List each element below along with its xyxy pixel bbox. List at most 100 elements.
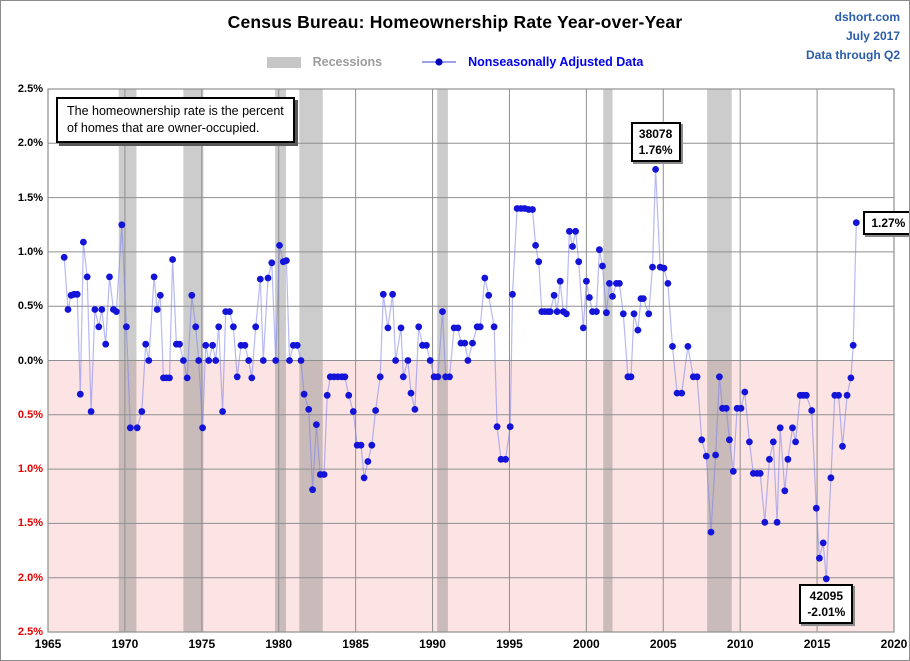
data-point — [95, 323, 103, 331]
data-point — [188, 291, 196, 299]
data-point — [619, 310, 627, 318]
data-point — [102, 340, 110, 348]
data-point — [529, 206, 536, 213]
data-point — [847, 374, 855, 382]
page-title: Census Bureau: Homeownership Rate Year-o… — [227, 12, 683, 32]
data-point — [741, 388, 749, 396]
series-marker-icon — [422, 58, 457, 66]
data-point — [133, 424, 141, 432]
data-point — [550, 291, 558, 299]
data-point — [205, 357, 213, 364]
note-line-2: of homes that are owner-occupied. — [67, 121, 260, 135]
data-point — [341, 373, 349, 381]
data-point — [843, 391, 851, 399]
data-point — [202, 341, 210, 349]
data-point — [746, 438, 753, 446]
x-axis-tick-label: 1980 — [265, 637, 293, 651]
data-point — [153, 306, 161, 313]
data-point — [297, 357, 305, 364]
data-point — [199, 424, 207, 432]
data-point — [192, 323, 200, 331]
data-point — [272, 357, 280, 364]
legend-recessions-label: Recessions — [312, 55, 383, 69]
data-point — [372, 407, 379, 414]
data-point — [684, 343, 692, 350]
data-point — [660, 264, 668, 272]
data-point — [493, 423, 501, 431]
data-point — [586, 294, 593, 301]
data-point — [502, 455, 509, 463]
x-axis-tick-label: 2000 — [573, 637, 600, 651]
data-point — [819, 539, 827, 547]
y-axis-tick-label: 2.0% — [17, 137, 43, 150]
data-point — [481, 274, 489, 282]
y-axis-tick-label: 1.0% — [17, 245, 43, 258]
x-axis-tick-label: 1990 — [419, 637, 446, 651]
data-point — [404, 357, 412, 364]
data-point — [572, 227, 579, 235]
data-point — [283, 257, 290, 264]
data-point — [320, 471, 328, 478]
data-point — [349, 408, 357, 415]
y-axis-tick-label: 2.5% — [17, 83, 43, 95]
data-point — [698, 436, 706, 444]
data-point — [98, 306, 106, 313]
data-point — [546, 308, 554, 315]
data-point — [822, 575, 830, 583]
y-axis-tick-label: 2.5% — [17, 626, 43, 638]
data-point — [476, 323, 484, 331]
data-point — [423, 341, 430, 349]
data-point — [83, 273, 91, 281]
data-point — [230, 323, 237, 331]
data-point — [678, 389, 686, 397]
data-point — [180, 357, 187, 364]
data-point — [286, 357, 293, 364]
source-attribution: dshort.com July 2017 Data through Q2 — [806, 8, 900, 65]
data-point — [827, 474, 835, 482]
data-point — [212, 357, 220, 364]
data-point — [563, 310, 570, 318]
data-point — [389, 290, 396, 298]
data-point — [248, 374, 256, 382]
data-point — [649, 263, 656, 271]
annotation-box: 1.27% — [863, 210, 909, 235]
data-point — [357, 441, 365, 449]
series-line — [63, 169, 857, 579]
data-point — [233, 373, 241, 381]
data-point — [776, 424, 784, 432]
data-point — [219, 408, 227, 415]
plot-border — [47, 88, 895, 633]
data-point — [293, 341, 301, 349]
data-point — [835, 391, 842, 399]
data-point — [593, 308, 600, 315]
data-point — [156, 291, 164, 299]
data-point — [812, 504, 820, 512]
x-axis-tick-label: 1970 — [111, 637, 139, 651]
data-point — [150, 273, 158, 281]
source-date: July 2017 — [845, 29, 900, 43]
legend-series-label: Nonseasonally Adjusted Data — [468, 55, 644, 69]
data-point — [509, 290, 516, 298]
data-point — [606, 280, 613, 287]
data-point — [276, 242, 283, 249]
data-point — [60, 253, 68, 261]
data-point — [849, 341, 857, 349]
data-point — [756, 470, 764, 477]
data-point — [553, 308, 561, 315]
data-point — [80, 238, 87, 246]
x-axis-tick-label: 1965 — [34, 637, 62, 651]
data-point — [91, 306, 99, 313]
chart-legend: Recessions Nonseasonally Adjusted Data — [1, 55, 909, 69]
y-axis-tick-label: 1.5% — [17, 517, 43, 530]
data-point — [789, 424, 796, 432]
data-point — [118, 221, 126, 229]
annotation-box: 42095 -2.01% — [799, 583, 854, 624]
data-point — [446, 373, 453, 381]
data-point — [138, 408, 146, 415]
data-point — [313, 421, 320, 428]
data-point — [392, 357, 399, 364]
data-point — [639, 295, 647, 302]
x-axis-tick-label: 1985 — [342, 637, 369, 651]
data-point — [399, 373, 407, 381]
